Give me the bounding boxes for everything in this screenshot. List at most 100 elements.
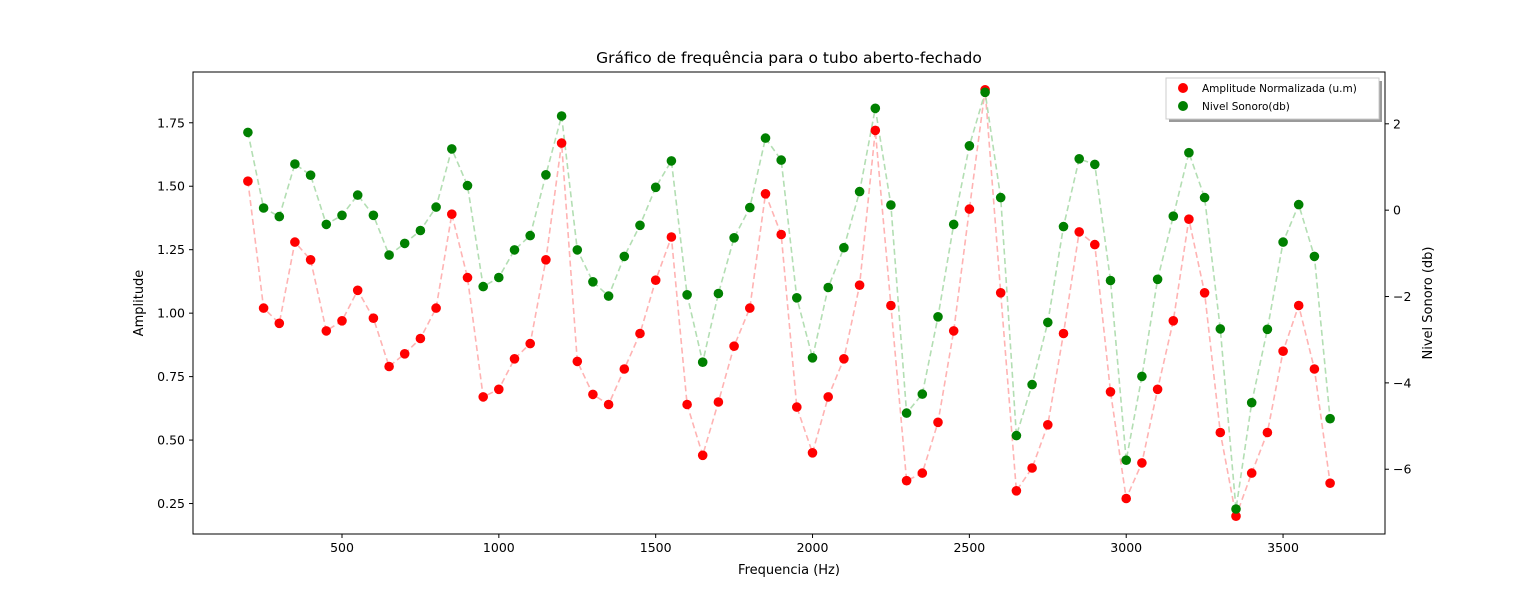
data-point-0-3 <box>290 237 300 247</box>
data-point-1-2 <box>274 211 285 222</box>
legend-label-nivel: Nivel Sonoro(db) <box>1202 101 1290 113</box>
y-axis-ticks: 0.25 0.50 0.75 1.00 1.25 1.50 1.75 <box>157 115 193 511</box>
data-point-0-19 <box>541 254 551 265</box>
data-point-0-8 <box>368 313 379 324</box>
data-point-1-65 <box>1262 324 1273 335</box>
legend-box <box>1165 77 1380 120</box>
data-point-0-14 <box>462 272 473 283</box>
data-point-0-53 <box>1074 227 1084 237</box>
y-tick-label: 1.00 <box>157 306 185 321</box>
data-point-0-69 <box>1325 478 1335 489</box>
data-point-0-10 <box>399 349 410 359</box>
data-point-1-66 <box>1278 237 1288 247</box>
data-point-0-49 <box>1011 486 1022 496</box>
data-point-0-45 <box>948 326 959 336</box>
data-point-1-50 <box>1027 379 1037 390</box>
x-axis-ticks: 500 1000 1500 2000 2500 3000 3500 <box>330 534 1299 555</box>
y-tick-label: 1.25 <box>157 242 185 257</box>
data-point-1-15 <box>478 281 489 292</box>
data-point-1-3 <box>290 159 300 169</box>
data-point-1-64 <box>1246 397 1257 408</box>
data-point-1-45 <box>948 219 959 230</box>
data-point-1-9 <box>384 250 394 260</box>
data-point-1-53 <box>1074 154 1084 164</box>
data-point-0-28 <box>682 399 692 410</box>
data-point-1-11 <box>415 225 426 236</box>
data-point-0-61 <box>1199 288 1210 298</box>
data-point-1-20 <box>556 111 567 121</box>
data-point-0-67 <box>1293 300 1304 311</box>
data-point-1-5 <box>321 219 332 230</box>
data-point-0-25 <box>635 328 645 339</box>
data-point-1-27 <box>666 156 677 166</box>
y-tick-label: 0.25 <box>157 496 185 511</box>
data-point-1-47 <box>980 87 990 98</box>
y-right-tick-label: 2 <box>1393 116 1401 131</box>
data-point-0-16 <box>494 384 504 395</box>
data-point-0-21 <box>572 356 583 367</box>
data-point-0-18 <box>525 338 535 349</box>
x-tick-label: 1000 <box>483 540 515 555</box>
data-point-0-57 <box>1137 458 1147 468</box>
data-point-1-49 <box>1011 430 1022 441</box>
x-tick-label: 3000 <box>1110 540 1142 555</box>
data-point-0-9 <box>384 361 394 372</box>
data-point-0-15 <box>478 392 489 402</box>
data-point-1-28 <box>682 290 692 300</box>
data-point-0-32 <box>745 303 755 313</box>
data-point-1-31 <box>729 233 739 243</box>
data-point-0-0 <box>243 176 253 186</box>
data-point-1-69 <box>1325 413 1335 424</box>
data-point-0-33 <box>760 189 771 199</box>
data-point-1-63 <box>1231 504 1241 514</box>
x-tick-label: 3500 <box>1267 540 1299 555</box>
y-right-tick-label: −2 <box>1393 289 1411 304</box>
data-point-1-43 <box>917 389 928 399</box>
axes-frame <box>192 71 1386 535</box>
data-point-0-20 <box>556 138 567 148</box>
data-point-0-13 <box>447 209 457 219</box>
data-point-1-36 <box>807 353 818 363</box>
x-axis-label: Frequencia (Hz) <box>738 563 840 578</box>
data-point-0-11 <box>415 333 426 344</box>
data-point-0-12 <box>431 303 441 313</box>
data-point-1-10 <box>399 238 410 249</box>
data-point-1-37 <box>823 282 833 293</box>
data-point-0-50 <box>1027 463 1037 473</box>
data-point-1-40 <box>870 103 881 114</box>
data-point-1-0 <box>243 127 253 138</box>
data-point-1-51 <box>1043 317 1053 328</box>
data-point-0-22 <box>588 389 598 400</box>
data-point-0-60 <box>1184 214 1194 224</box>
data-point-0-55 <box>1105 387 1116 397</box>
data-point-1-35 <box>792 293 802 303</box>
data-point-0-40 <box>870 125 881 136</box>
data-point-0-56 <box>1121 493 1131 504</box>
data-point-0-6 <box>337 316 347 326</box>
data-point-1-23 <box>603 291 614 301</box>
data-point-0-65 <box>1262 427 1273 438</box>
y-tick-label: 1.75 <box>157 115 185 130</box>
data-point-1-42 <box>901 408 912 418</box>
legend-label-amplitude: Amplitude Normalizada (u.m) <box>1202 83 1357 95</box>
data-point-1-30 <box>713 288 724 299</box>
data-point-0-26 <box>650 275 661 286</box>
data-point-0-41 <box>886 300 896 311</box>
data-point-0-46 <box>964 204 975 214</box>
data-point-1-62 <box>1215 324 1226 334</box>
legend: Amplitude Normalizada (u.m) Nivel Sonoro… <box>1165 77 1382 122</box>
data-point-1-21 <box>572 245 583 255</box>
data-point-0-23 <box>603 399 614 410</box>
data-point-1-48 <box>995 192 1006 203</box>
data-point-0-59 <box>1168 316 1179 326</box>
data-point-0-1 <box>258 303 269 313</box>
data-point-0-24 <box>619 364 630 374</box>
data-point-0-51 <box>1043 420 1053 430</box>
data-point-1-33 <box>760 133 771 143</box>
data-point-0-64 <box>1246 468 1257 478</box>
data-point-0-52 <box>1058 328 1069 339</box>
data-point-0-37 <box>823 392 833 402</box>
data-point-0-68 <box>1309 364 1320 374</box>
data-point-1-57 <box>1137 371 1147 382</box>
data-point-0-36 <box>807 448 818 458</box>
